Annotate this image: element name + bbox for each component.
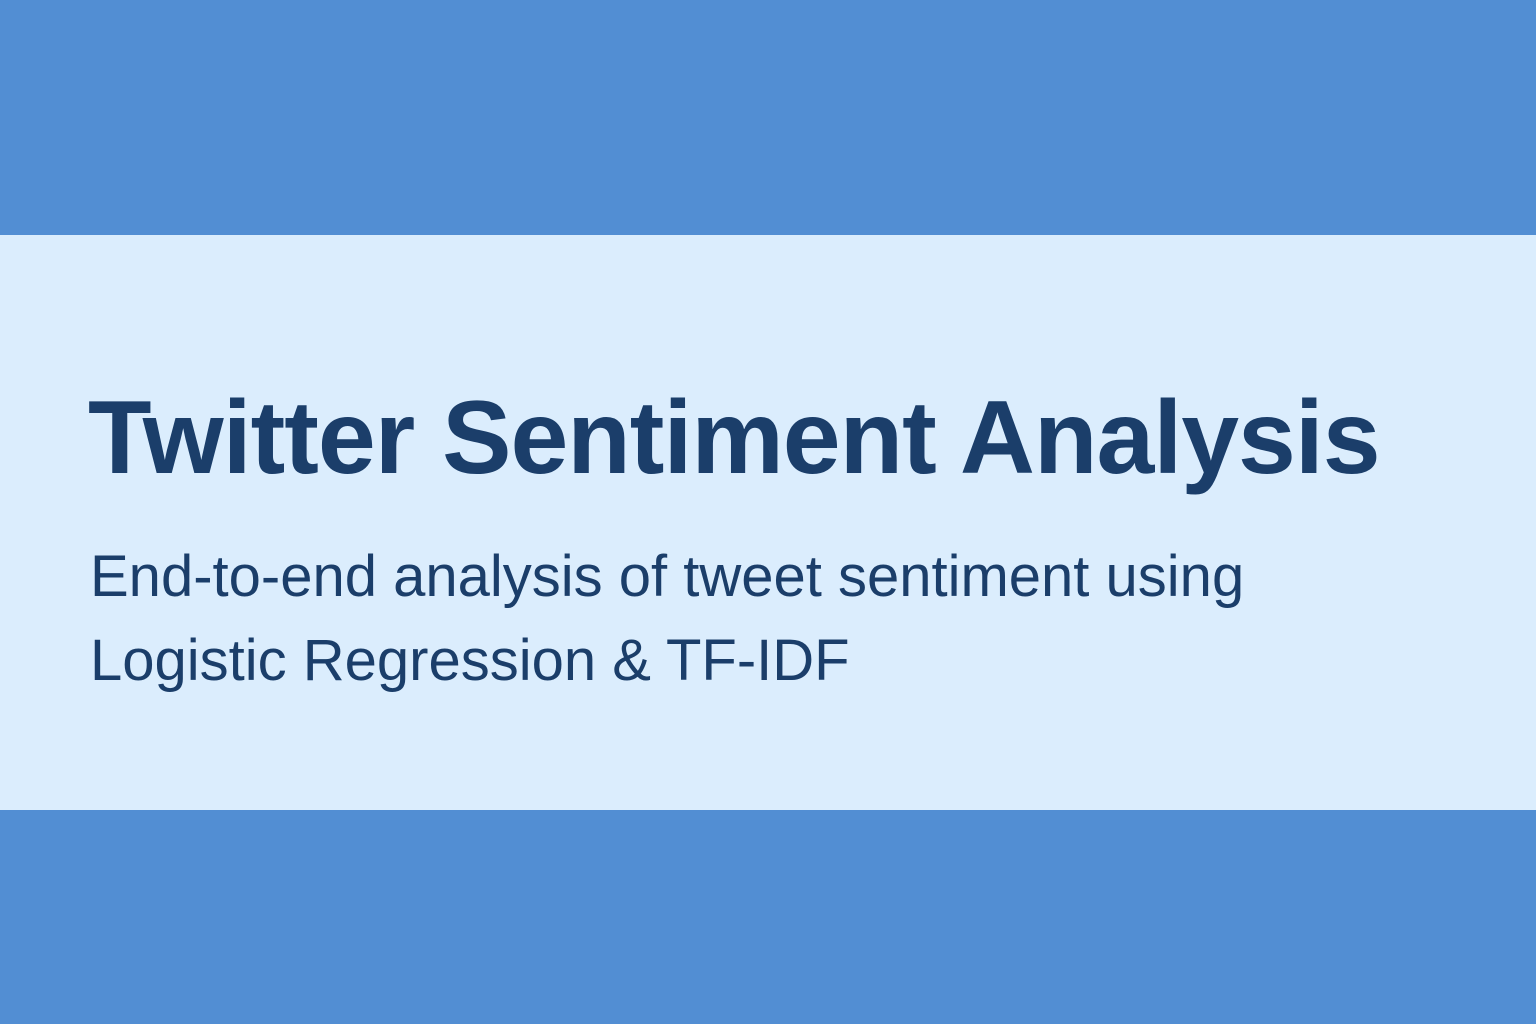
- page-subtitle: End-to-end analysis of tweet sentiment u…: [90, 544, 1245, 693]
- top-banner-band: [0, 0, 1536, 235]
- page-title: Twitter Sentiment Analysis: [88, 380, 1381, 496]
- bottom-banner-band: [0, 810, 1536, 1024]
- hero-panel: [0, 235, 1536, 810]
